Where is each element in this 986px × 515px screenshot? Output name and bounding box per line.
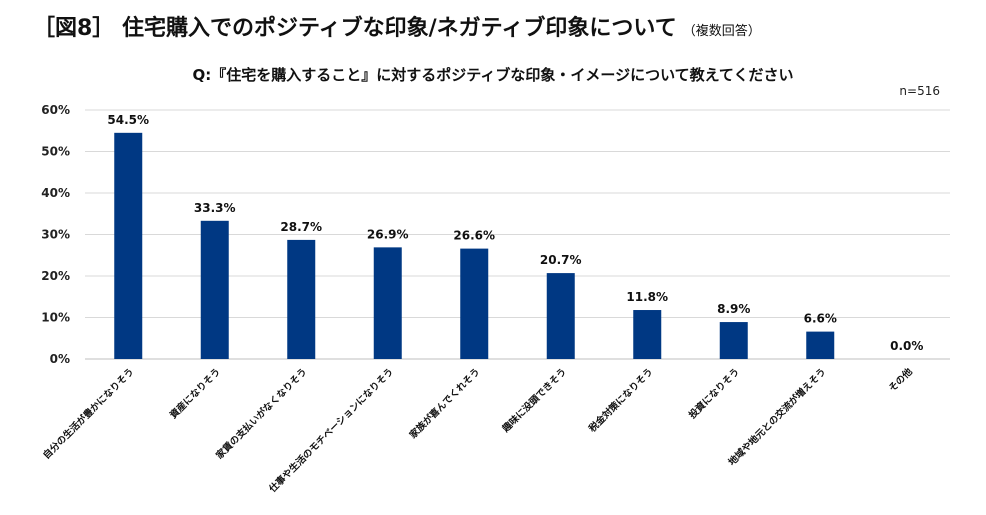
x-tick-label: その他 [886,365,915,394]
data-label: 0.0% [890,339,923,353]
y-axis: 0% 10% 20% 30% 40% 50% 60% [41,103,70,366]
data-label: 8.9% [717,302,750,316]
data-label: 33.3% [194,201,236,215]
x-tick-label: 地域や地元との交流が増えそう [726,366,828,468]
chart-title: Q:『住宅を購入すること』に対するポジティブな印象・イメージについて教えてくださ… [193,66,794,84]
bar [200,220,229,359]
bar [460,248,489,359]
y-tick-label: 50% [41,145,70,159]
x-tick-label: 投資になりそう [686,366,742,422]
y-tick-label: 20% [41,269,70,283]
bar [546,273,575,359]
data-label: 6.6% [804,312,837,326]
figure-title-text: ［図8］ 住宅購入でのポジティブな印象/ネガティブ印象について [33,16,677,41]
bar [719,322,748,359]
data-label: 26.6% [453,229,495,243]
bar [114,132,143,359]
x-tick-label: 家族が喜んでくれそう [407,366,482,441]
sample-size-label: n=516 [899,84,940,98]
y-tick-label: 30% [41,228,70,242]
data-label: 28.7% [280,220,322,234]
figure-title: ［図8］ 住宅購入でのポジティブな印象/ネガティブ印象について （複数回答） [33,10,761,42]
data-labels: 54.5% 33.3% 28.7% 26.9% 26.6% 20.7% 11.8% 8.9% 6… [107,113,923,353]
bars [114,132,835,359]
x-tick-label: 税金対策になりそう [586,366,655,435]
figure-subtitle: （複数回答） [682,24,761,39]
y-tick-label: 10% [41,311,70,325]
data-label: 11.8% [626,290,668,304]
bar [287,239,316,359]
bar [633,310,662,359]
bar [806,331,835,359]
data-label: 20.7% [540,253,582,267]
x-axis: 自分の生活が豊かになりそう 資産になりそう家賃の支払いがなくなりそう仕事や生活のモ… [41,365,916,495]
x-tick-label: 趣味に没頭できそう [499,366,569,436]
bar [373,247,402,359]
y-tick-label: 0% [50,352,70,366]
x-tick-label: 家賃の支払いがなくなりそう [214,366,310,462]
data-label: 54.5% [107,113,149,127]
x-tick-label: 自分の生活が豊かになりそう [41,366,137,462]
gridlines [85,109,950,360]
y-tick-label: 40% [41,186,70,200]
x-tick-label: 資産になりそう [167,366,223,422]
data-label: 26.9% [367,227,409,241]
y-tick-label: 60% [41,103,70,117]
